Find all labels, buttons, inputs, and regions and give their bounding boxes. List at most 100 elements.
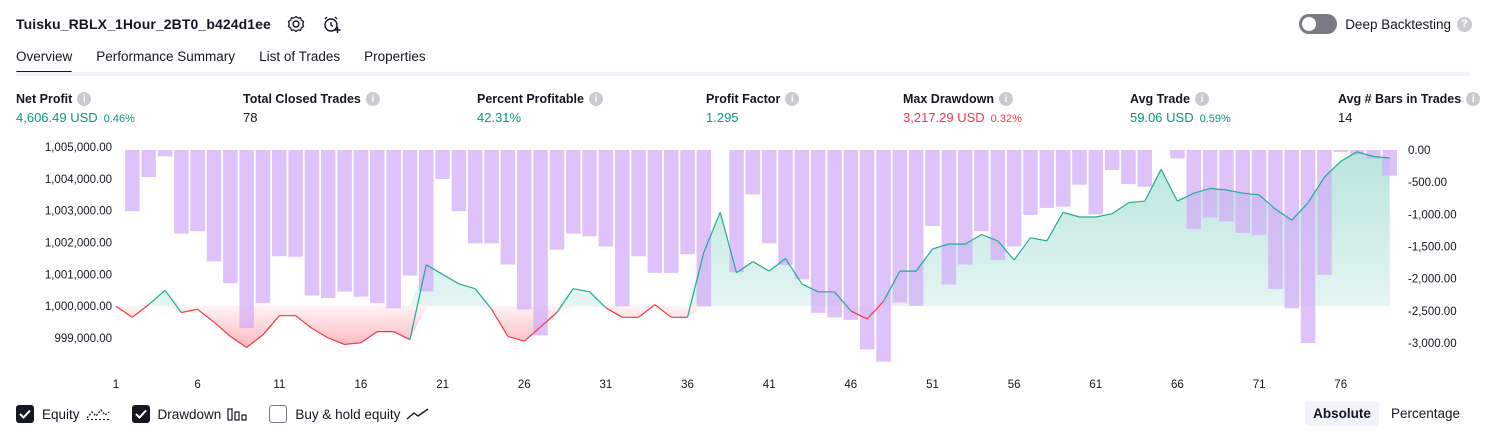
equity-point[interactable]	[718, 210, 722, 214]
equity-point[interactable]	[767, 269, 771, 273]
drawdown-bar[interactable]	[1268, 150, 1283, 289]
drawdown-bar[interactable]	[1089, 150, 1104, 214]
equity-point[interactable]	[130, 315, 134, 319]
settings-icon[interactable]	[285, 13, 307, 35]
drawdown-bar[interactable]	[174, 150, 189, 234]
legend-equity-toggle[interactable]: Equity	[16, 405, 110, 423]
drawdown-bar[interactable]	[648, 150, 663, 273]
equity-point[interactable]	[604, 306, 608, 310]
info-icon[interactable]: i	[1195, 92, 1209, 106]
drawdown-bar[interactable]	[550, 150, 565, 250]
equity-point[interactable]	[424, 263, 428, 267]
equity-point[interactable]	[816, 290, 820, 294]
absolute-button[interactable]: Absolute	[1305, 401, 1379, 426]
equity-point[interactable]	[391, 329, 395, 333]
drawdown-bar[interactable]	[419, 150, 434, 292]
drawdown-bar[interactable]	[958, 150, 973, 265]
equity-point[interactable]	[881, 299, 885, 303]
equity-point[interactable]	[832, 290, 836, 294]
equity-point[interactable]	[849, 309, 853, 313]
equity-point[interactable]	[898, 269, 902, 273]
equity-point[interactable]	[734, 271, 738, 275]
equity-point[interactable]	[506, 334, 510, 338]
drawdown-bar[interactable]	[403, 150, 418, 276]
question-icon[interactable]: ?	[1457, 17, 1472, 32]
info-icon[interactable]: i	[589, 92, 603, 106]
equity-point[interactable]	[1290, 218, 1294, 222]
drawdown-bar[interactable]	[1138, 150, 1153, 187]
drawdown-bar[interactable]	[599, 150, 614, 247]
drawdown-bar[interactable]	[256, 150, 271, 303]
equity-point[interactable]	[1371, 154, 1375, 158]
equity-point[interactable]	[522, 339, 526, 343]
drawdown-bar[interactable]	[1301, 150, 1316, 343]
equity-point[interactable]	[473, 287, 477, 291]
drawdown-bar[interactable]	[876, 150, 891, 362]
drawdown-bar[interactable]	[1040, 150, 1055, 208]
deep-backtesting-toggle[interactable]	[1299, 14, 1337, 34]
drawdown-bar[interactable]	[190, 150, 205, 231]
equity-point[interactable]	[1355, 150, 1359, 154]
tab-properties[interactable]: Properties	[364, 46, 426, 72]
drawdown-bar[interactable]	[1219, 150, 1234, 221]
drawdown-bar[interactable]	[1007, 150, 1022, 247]
drawdown-bar[interactable]	[844, 150, 859, 320]
drawdown-bar[interactable]	[1072, 150, 1087, 185]
checkbox-checked-icon[interactable]	[16, 405, 34, 423]
equity-point[interactable]	[1175, 199, 1179, 203]
equity-point[interactable]	[179, 310, 183, 314]
drawdown-bar[interactable]	[321, 150, 336, 298]
equity-point[interactable]	[342, 342, 346, 346]
equity-point[interactable]	[1110, 212, 1114, 216]
drawdown-bar[interactable]	[974, 150, 989, 231]
tab-performance-summary[interactable]: Performance Summary	[96, 46, 235, 72]
drawdown-bar[interactable]	[288, 150, 303, 257]
equity-point[interactable]	[489, 307, 493, 311]
drawdown-bar[interactable]	[386, 150, 401, 308]
tab-list-of-trades[interactable]: List of Trades	[259, 46, 340, 72]
equity-point[interactable]	[1339, 159, 1343, 163]
equity-point[interactable]	[800, 282, 804, 286]
drawdown-bar[interactable]	[501, 150, 516, 265]
drawdown-bar[interactable]	[680, 150, 695, 254]
drawdown-bar[interactable]	[631, 150, 646, 256]
equity-point[interactable]	[375, 329, 379, 333]
equity-point[interactable]	[571, 287, 575, 291]
percentage-button[interactable]: Percentage	[1383, 401, 1468, 426]
equity-point[interactable]	[669, 315, 673, 319]
equity-point[interactable]	[996, 239, 1000, 243]
checkbox-checked-icon[interactable]	[132, 405, 150, 423]
legend-buyhold-toggle[interactable]: Buy & hold equity	[269, 405, 430, 423]
equity-point[interactable]	[947, 242, 951, 246]
drawdown-bar[interactable]	[566, 150, 581, 234]
equity-point[interactable]	[914, 269, 918, 273]
drawdown-bar[interactable]	[1023, 150, 1037, 215]
equity-point[interactable]	[1388, 156, 1392, 160]
drawdown-bar[interactable]	[1056, 150, 1071, 207]
info-icon[interactable]: i	[77, 92, 91, 106]
drawdown-bar[interactable]	[239, 150, 254, 328]
drawdown-bar[interactable]	[337, 150, 352, 292]
info-icon[interactable]: i	[999, 92, 1013, 106]
drawdown-bar[interactable]	[533, 150, 548, 335]
equity-point[interactable]	[1241, 191, 1245, 195]
drawdown-bar[interactable]	[484, 150, 499, 243]
equity-point[interactable]	[587, 290, 591, 294]
equity-point[interactable]	[147, 302, 151, 306]
equity-point[interactable]	[114, 304, 118, 308]
drawdown-bar[interactable]	[125, 150, 140, 211]
drawdown-bar[interactable]	[141, 150, 156, 177]
drawdown-bar[interactable]	[615, 150, 630, 306]
drawdown-bar[interactable]	[925, 150, 940, 226]
drawdown-bar[interactable]	[1170, 150, 1185, 158]
equity-drawdown-chart[interactable]: 1,005,000.00 1,004,000.00 1,003,000.00 1,00…	[0, 140, 1486, 392]
equity-point[interactable]	[620, 315, 624, 319]
drawdown-bar[interactable]	[517, 150, 532, 310]
info-icon[interactable]: i	[785, 92, 799, 106]
drawdown-bar[interactable]	[435, 150, 450, 179]
equity-point[interactable]	[310, 326, 314, 330]
drawdown-bar[interactable]	[582, 150, 597, 236]
tab-overview[interactable]: Overview	[16, 46, 72, 72]
equity-point[interactable]	[1094, 215, 1098, 219]
equity-point[interactable]	[783, 256, 787, 260]
